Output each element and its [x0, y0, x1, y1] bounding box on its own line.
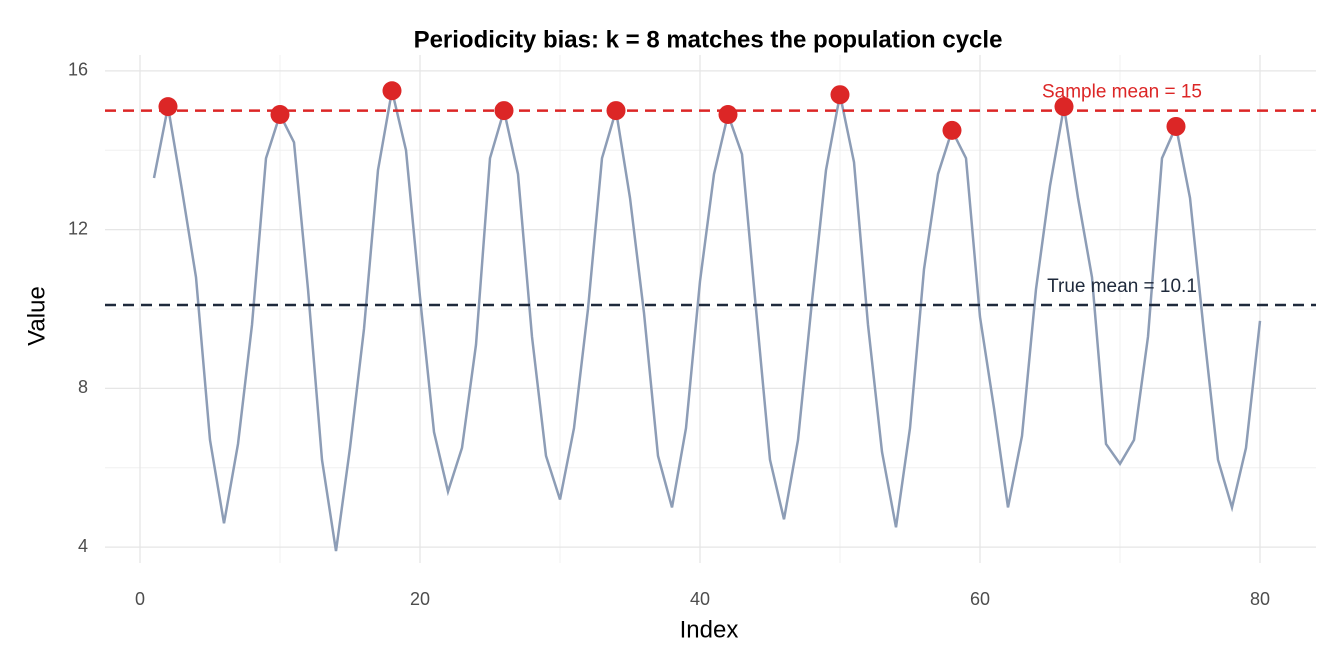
sample-point — [494, 101, 514, 121]
x-tick-label: 80 — [1250, 589, 1270, 609]
y-tick-label: 16 — [68, 60, 88, 80]
sample-point — [718, 105, 738, 125]
sample-point — [1166, 116, 1186, 136]
sample-point — [830, 85, 850, 105]
sample-point — [270, 105, 290, 125]
y-tick-label: 8 — [78, 377, 88, 397]
sample-point — [1054, 97, 1074, 117]
y-tick-label: 12 — [68, 218, 88, 238]
sample-point — [606, 101, 626, 121]
sample-point — [382, 81, 402, 101]
x-tick-label: 60 — [970, 589, 990, 609]
x-tick-label: 20 — [410, 589, 430, 609]
x-axis-label: Index — [680, 616, 739, 643]
sample-point — [158, 97, 178, 117]
reference-label: True mean = 10.1 — [1047, 276, 1197, 297]
data-line — [152, 90, 1262, 552]
y-tick-label: 4 — [78, 536, 88, 556]
reference-label: Sample mean = 15 — [1042, 82, 1202, 103]
x-tick-label: 40 — [690, 589, 710, 609]
sample-point — [942, 120, 962, 140]
y-axis-label: Value — [23, 286, 50, 346]
chart-title: Periodicity bias: k = 8 matches the popu… — [414, 26, 1003, 53]
x-tick-label: 0 — [135, 589, 145, 609]
